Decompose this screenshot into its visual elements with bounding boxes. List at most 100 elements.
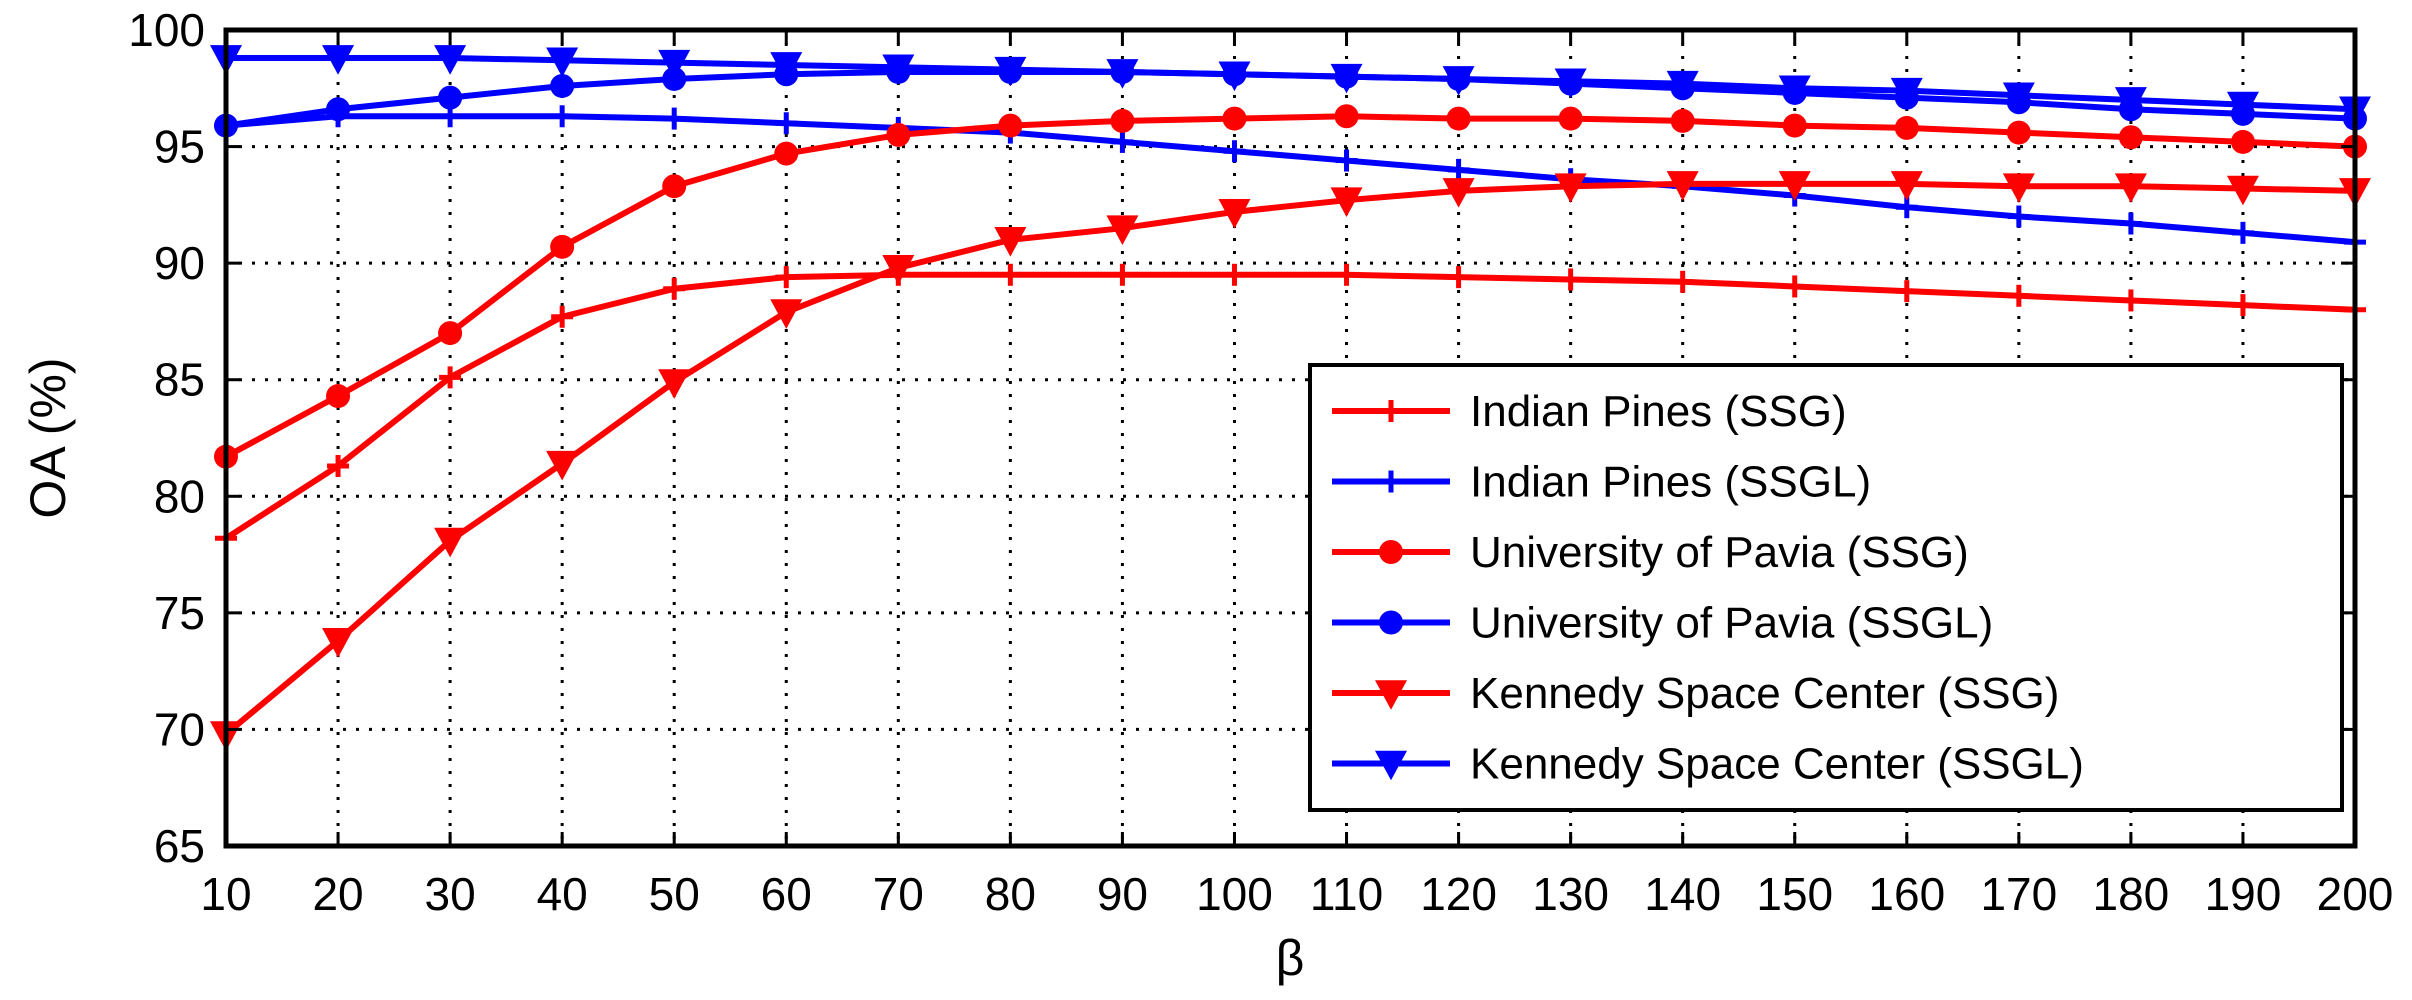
x-tick-label: 80 [985, 868, 1036, 920]
x-axis-title: β [1276, 930, 1305, 986]
x-tick-label: 150 [1756, 868, 1833, 920]
data-point [1447, 158, 1470, 181]
data-point [2006, 120, 2031, 145]
data-point [994, 227, 1027, 257]
data-point [2119, 289, 2142, 312]
legend-item: University of Pavia (SSGL) [1332, 599, 1993, 648]
series-0 [215, 263, 2366, 550]
data-point [546, 47, 579, 78]
data-point [2007, 284, 2030, 307]
data-point [434, 45, 467, 75]
data-point [994, 56, 1027, 87]
x-tick-label: 120 [1420, 868, 1497, 920]
data-point [546, 450, 579, 481]
data-point [2231, 294, 2254, 317]
data-point [662, 174, 687, 199]
legend-item: Kennedy Space Center (SSGL) [1332, 740, 2084, 789]
series-1 [215, 105, 2366, 254]
x-tick-label: 130 [1532, 868, 1609, 920]
data-point [1111, 263, 1134, 286]
y-tick-label: 90 [154, 237, 205, 289]
data-point [1554, 173, 1587, 204]
x-tick-label: 190 [2205, 868, 2282, 920]
data-point [1442, 66, 1475, 96]
legend-item: Kennedy Space Center (SSG) [1332, 669, 2059, 718]
data-point [1666, 171, 1699, 201]
data-point [438, 85, 463, 110]
data-point [1778, 75, 1811, 106]
data-point [658, 49, 691, 80]
legend-item: Indian Pines (SSGL) [1332, 458, 1871, 507]
data-point [2007, 205, 2030, 228]
data-point [322, 628, 355, 658]
data-point [1778, 171, 1811, 201]
legend-item: University of Pavia (SSG) [1332, 528, 1969, 577]
x-tick-label: 100 [1196, 868, 1273, 920]
data-point [999, 263, 1022, 286]
data-point [2231, 221, 2254, 244]
data-point [1111, 130, 1134, 153]
series-2 [214, 104, 2367, 469]
data-point [551, 305, 574, 328]
y-tick-label: 95 [154, 121, 205, 173]
x-tick-label: 10 [200, 868, 251, 920]
legend-label: University of Pavia (SSGL) [1470, 599, 1993, 648]
data-point [1559, 268, 1582, 291]
data-point [551, 105, 574, 128]
data-point [1666, 70, 1699, 101]
legend-item: Indian Pines (SSG) [1332, 387, 1847, 436]
data-point [326, 97, 351, 122]
data-point [1218, 199, 1251, 229]
legend-marker [1375, 750, 1407, 781]
data-point [1110, 108, 1135, 133]
data-point [2119, 212, 2142, 235]
data-point [1894, 115, 1919, 140]
data-point [1446, 106, 1471, 131]
data-point [663, 107, 686, 130]
data-point [1335, 149, 1358, 172]
data-point [327, 454, 350, 477]
data-point [2230, 129, 2255, 154]
data-point [1222, 106, 1247, 131]
series-line [224, 180, 2356, 737]
y-tick-label: 80 [154, 470, 205, 522]
data-point [1447, 266, 1470, 289]
data-point [322, 45, 355, 75]
data-point [886, 122, 911, 147]
data-point [1442, 178, 1475, 208]
x-tick-label: 90 [1097, 868, 1148, 920]
x-tick-label: 40 [537, 868, 588, 920]
data-point [1218, 61, 1251, 92]
data-point [663, 277, 686, 300]
series-line [224, 271, 2356, 541]
y-tick-label: 75 [154, 587, 205, 639]
legend-marker [1380, 470, 1402, 493]
legend-marker [1375, 680, 1407, 710]
data-point [1106, 215, 1139, 245]
data-point [1783, 275, 1806, 298]
data-point [2002, 82, 2035, 113]
data-point [1334, 104, 1359, 129]
data-point [1223, 263, 1246, 286]
legend-box [1308, 363, 2344, 812]
data-point [770, 52, 803, 82]
legend-label: Kennedy Space Center (SSGL) [1470, 740, 2084, 789]
y-tick-label: 70 [154, 703, 205, 755]
data-point [550, 234, 575, 259]
data-point [2226, 175, 2259, 206]
series-line [225, 113, 2356, 246]
legend: Indian Pines (SSG) Indian Pines (SSGL) Uni… [1308, 363, 2344, 812]
data-point [1330, 63, 1363, 94]
x-tick-label: 20 [312, 868, 363, 920]
x-tick-label: 200 [2317, 868, 2394, 920]
data-point [770, 299, 803, 329]
x-tick-label: 160 [1868, 868, 1945, 920]
legend-label: Kennedy Space Center (SSG) [1470, 669, 2059, 718]
data-point [1670, 108, 1695, 133]
data-point [998, 113, 1023, 138]
data-point [882, 255, 915, 285]
data-point [775, 266, 798, 289]
data-point [1223, 140, 1246, 163]
legend-label: Indian Pines (SSGL) [1470, 458, 1871, 507]
